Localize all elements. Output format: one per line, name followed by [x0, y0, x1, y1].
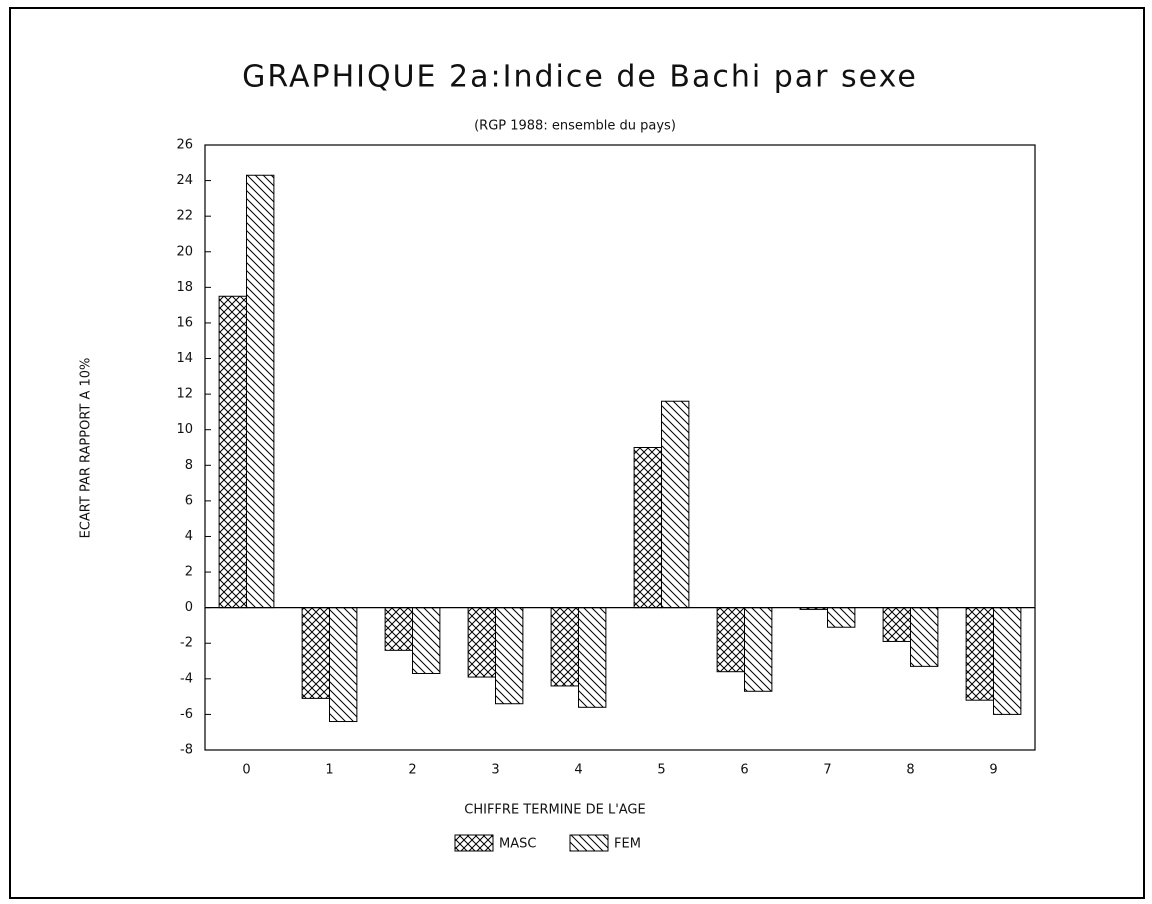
y-tick-label: 14	[176, 351, 193, 366]
bar	[467, 607, 496, 678]
y-tick-label: 2	[185, 565, 193, 580]
y-tick-label: 20	[176, 244, 193, 259]
x-tick-label: 4	[574, 763, 582, 778]
x-tick-label: 8	[906, 763, 914, 778]
y-tick-label: 6	[185, 493, 193, 508]
y-axis-label: ECART PAR RAPPORT A 10%	[79, 358, 94, 539]
y-tick-label: 8	[185, 458, 193, 473]
y-tick-label: 26	[176, 138, 193, 153]
chart-title: GRAPHIQUE 2a:Indice de Bachi par sexe	[242, 60, 918, 95]
bar	[827, 607, 856, 628]
y-tick-label: 0	[185, 600, 193, 615]
chart-subtitle: (RGP 1988: ensemble du pays)	[474, 119, 676, 134]
legend-label: MASC	[499, 837, 536, 852]
x-tick-label: 3	[491, 763, 499, 778]
x-axis-label: CHIFFRE TERMINE DE L'AGE	[464, 803, 645, 818]
bar	[633, 447, 662, 609]
y-tick-label: -2	[180, 636, 193, 651]
bar	[384, 607, 413, 651]
x-tick-label: 9	[989, 763, 997, 778]
x-tick-label: 2	[408, 763, 416, 778]
y-tick-label: -4	[180, 671, 193, 686]
y-tick-label: 12	[176, 387, 193, 402]
x-tick-label: 1	[325, 763, 333, 778]
bar	[578, 607, 607, 708]
bar	[744, 607, 773, 692]
y-tick-label: -6	[180, 707, 193, 722]
bar	[301, 607, 330, 699]
legend-swatch	[454, 834, 494, 852]
legend-label: FEM	[614, 837, 641, 852]
bar	[218, 295, 247, 609]
y-tick-label: 18	[176, 280, 193, 295]
y-tick-label: 22	[176, 209, 193, 224]
bar	[965, 607, 994, 701]
y-tick-label: 10	[176, 422, 193, 437]
y-tick-label: 16	[176, 315, 193, 330]
bar	[412, 607, 441, 674]
bar	[716, 607, 745, 673]
plot-area	[204, 144, 1036, 751]
bar	[993, 607, 1022, 715]
x-tick-label: 7	[823, 763, 831, 778]
y-tick-label: 24	[176, 173, 193, 188]
legend-swatch	[569, 834, 609, 852]
bar	[329, 607, 358, 723]
bar	[495, 607, 524, 705]
x-tick-label: 0	[242, 763, 250, 778]
bar	[661, 400, 690, 609]
y-tick-label: -8	[180, 743, 193, 758]
bar	[550, 607, 579, 687]
x-tick-label: 5	[657, 763, 665, 778]
frame	[9, 7, 1145, 899]
x-tick-label: 6	[740, 763, 748, 778]
bar	[910, 607, 939, 667]
bar	[246, 174, 275, 609]
y-tick-label: 4	[185, 529, 193, 544]
bar	[882, 607, 911, 642]
